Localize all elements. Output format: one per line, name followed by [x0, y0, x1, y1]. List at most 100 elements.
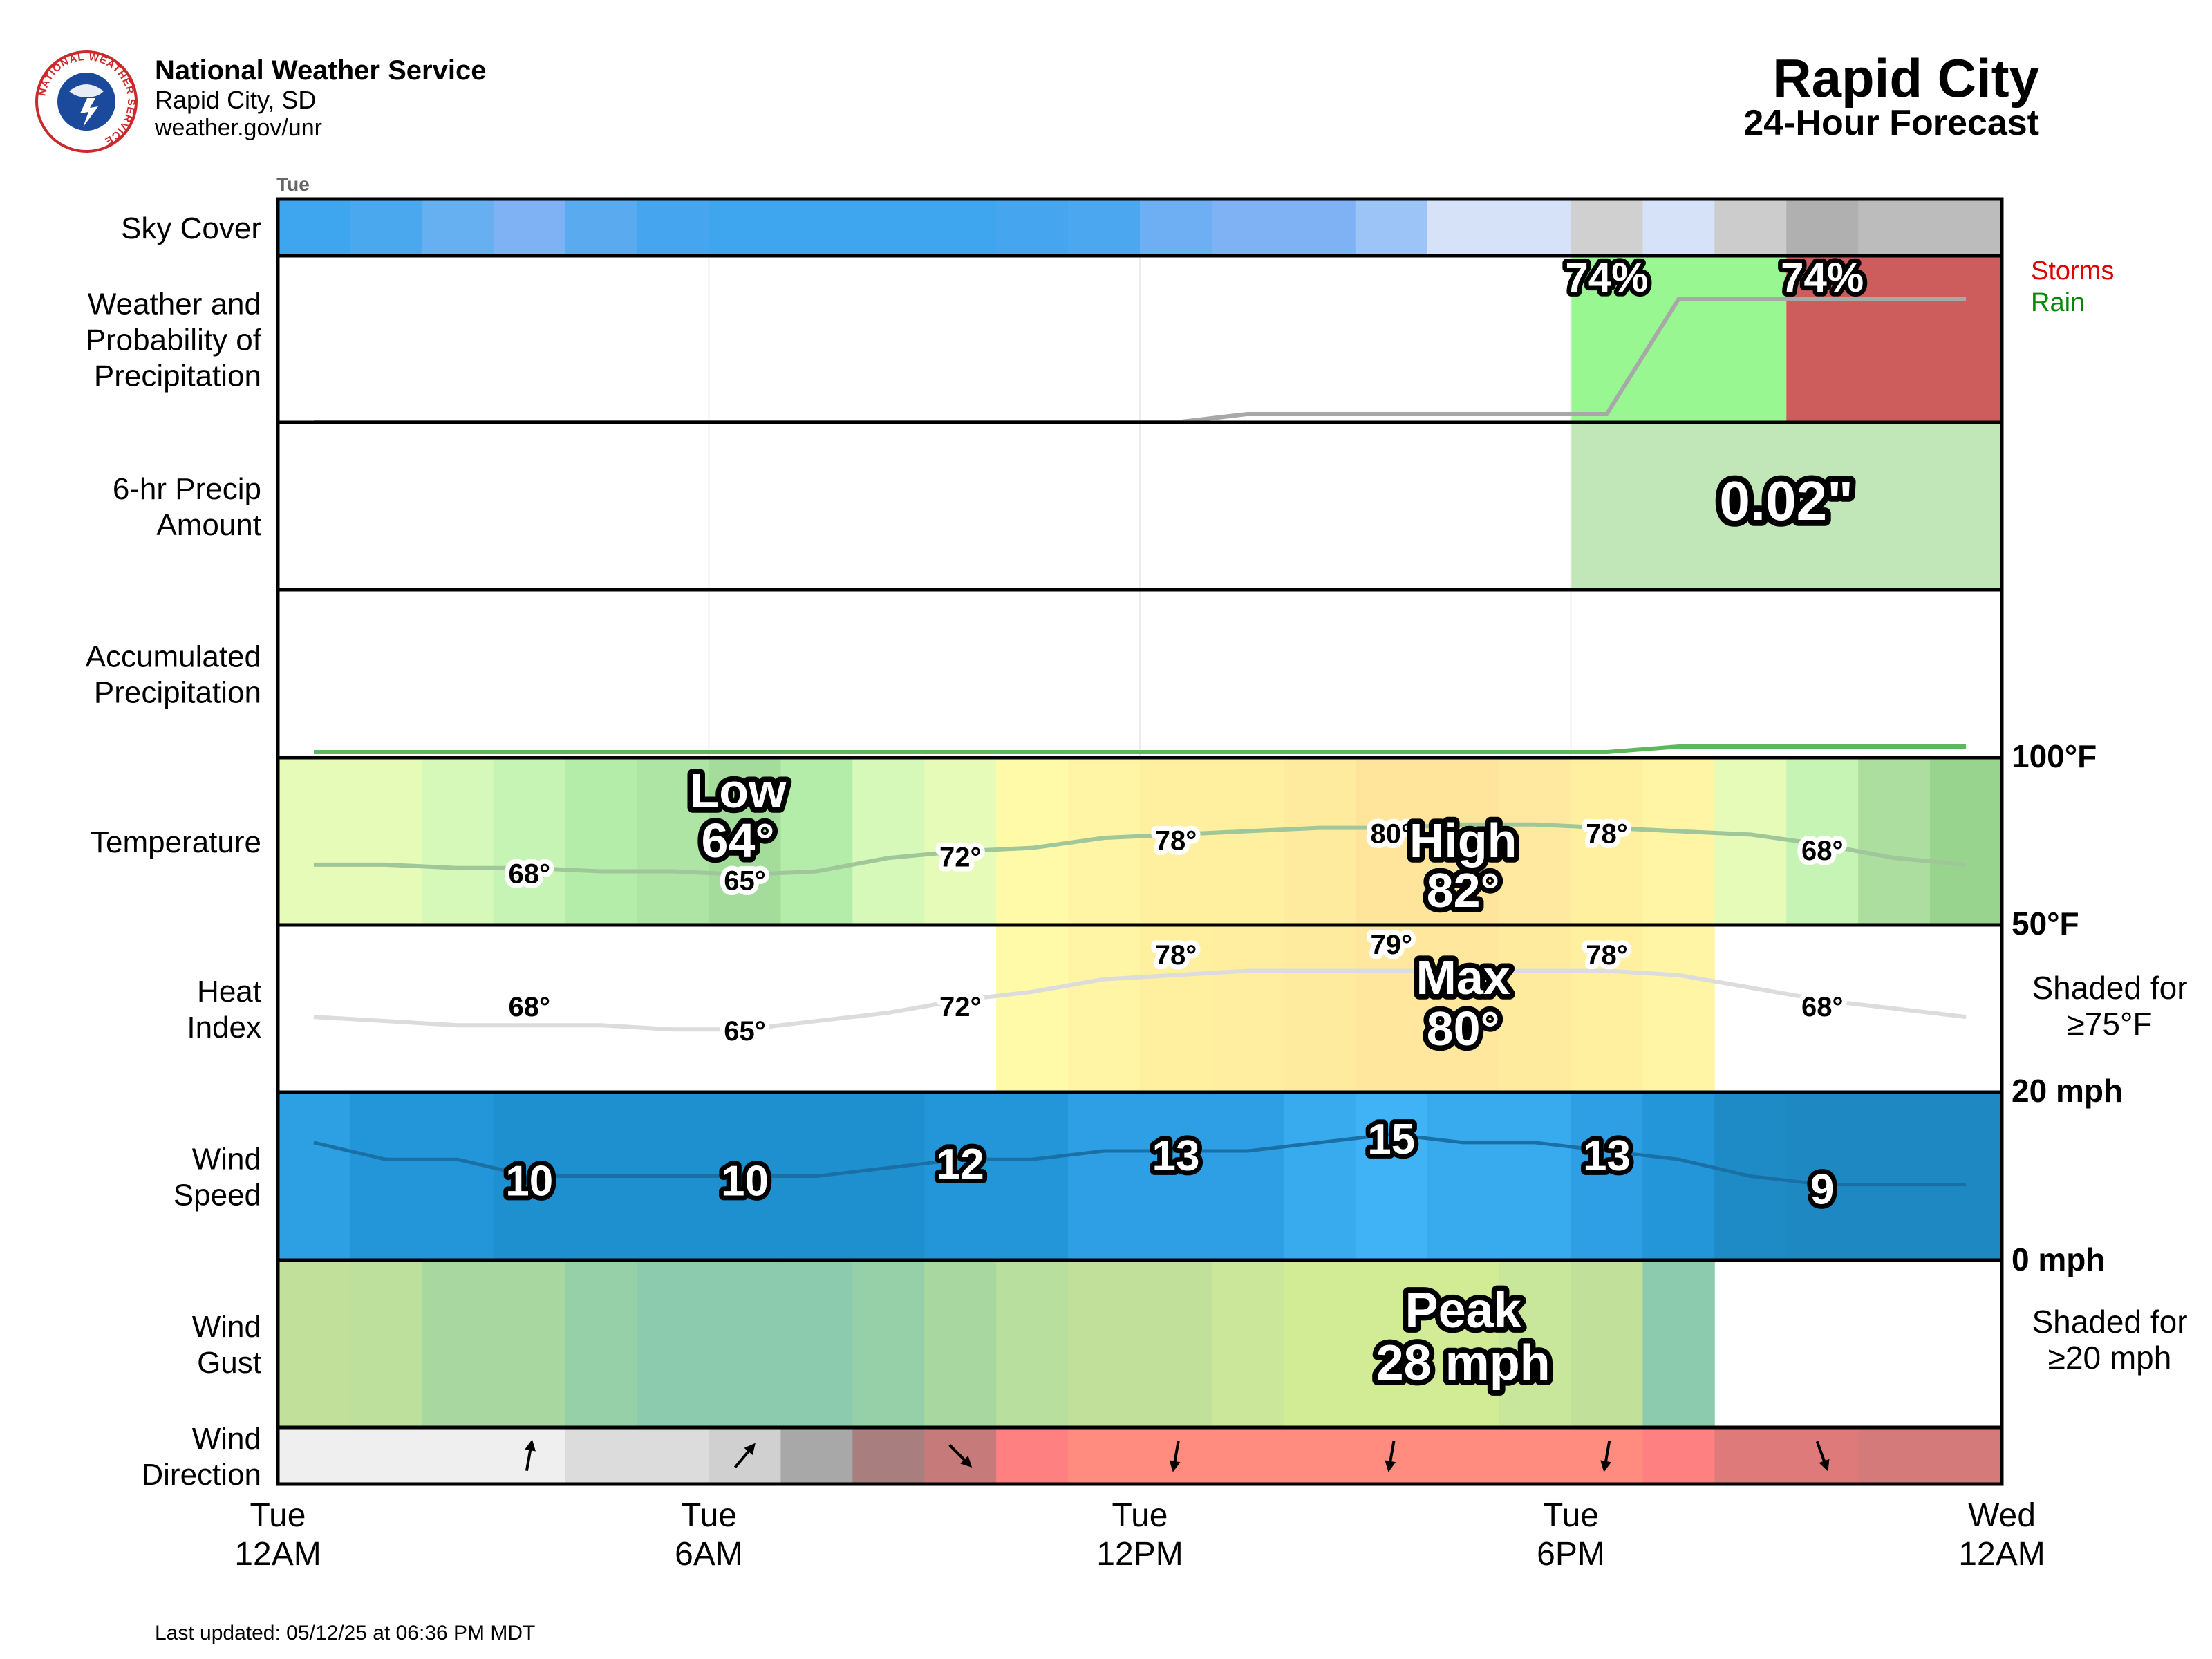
temperature-high-label: High	[1409, 814, 1517, 868]
heat-index-label-2: 72°	[939, 992, 982, 1022]
sky-cover-cell-0	[278, 199, 350, 256]
temp-axis-max-label: 100°F	[2012, 738, 2097, 774]
sky-cover-cell-11	[1068, 199, 1141, 256]
sky-cover-cell-12	[1140, 199, 1212, 256]
wind-speed-cell-19	[1642, 1092, 1715, 1260]
row-label-accum-1: Precipitation	[94, 676, 261, 710]
office-website[interactable]: weather.gov/unr	[155, 115, 322, 141]
x-tick-day-1: Tue	[681, 1497, 737, 1534]
sky-cover-cell-18	[1571, 199, 1643, 256]
agency-name: National Weather Service	[155, 55, 487, 86]
temperature-cell-1	[349, 758, 422, 925]
heat-index-cell-16	[1427, 925, 1500, 1092]
temperature-low-label: Low	[689, 764, 787, 818]
temperature-cell-13	[1211, 758, 1284, 925]
heat-index-label-1: 65°	[724, 1016, 766, 1047]
pop-label-0: 74%	[1565, 254, 1648, 301]
accumulated-precip-line	[313, 744, 1967, 754]
temperature-cell-20	[1714, 758, 1787, 925]
wind-speed-cell-21	[1786, 1092, 1859, 1260]
wind-direction-cell-14	[1283, 1427, 1356, 1484]
row-label-accum-0: Accumulated	[86, 640, 261, 674]
sky-cover-cell-17	[1499, 199, 1571, 256]
wind-gust-cell-17	[1499, 1260, 1571, 1427]
sky-cover-cell-13	[1211, 199, 1284, 256]
heat-index-max-value: 80°	[1427, 1002, 1500, 1056]
x-tick-day-3: Tue	[1543, 1497, 1599, 1534]
row-label-pop-1: Probability of	[86, 324, 262, 357]
wind-direction-arrow-4	[1385, 1440, 1396, 1472]
wind-speed-label-0: 10	[505, 1158, 553, 1206]
temperature-label-3: 78°	[1155, 825, 1197, 856]
temperature-cell-22	[1858, 758, 1931, 925]
temperature-label-1: 65°	[724, 865, 766, 896]
wind-gust-cell-16	[1427, 1260, 1500, 1427]
wind-direction-cell-23	[1930, 1427, 2003, 1484]
wind-direction-cell-19	[1642, 1427, 1715, 1484]
heat-index-max-label: Max	[1416, 950, 1510, 1004]
sky-cover-cell-3	[493, 199, 566, 256]
sky-cover-cell-19	[1642, 199, 1715, 256]
wind-gust-cell-13	[1211, 1260, 1284, 1427]
temperature-cell-19	[1642, 758, 1715, 925]
temperature-cell-14	[1283, 758, 1356, 925]
x-tick-time-4: 12AM	[1958, 1536, 2045, 1573]
weather-legend-rain: Rain	[2031, 288, 2085, 317]
wind-speed-label-2: 12	[937, 1141, 984, 1188]
wind-direction-cell-0	[278, 1427, 350, 1484]
heat-shading-note-0: Shaded for	[2032, 970, 2187, 1006]
temperature-cell-12	[1140, 758, 1212, 925]
wind-gust-peak-label: Peak	[1405, 1283, 1522, 1338]
wind-speed-cell-14	[1283, 1092, 1356, 1260]
wind-gust-cell-14	[1283, 1260, 1356, 1427]
wind-direction-cell-4	[565, 1427, 638, 1484]
wind-gust-cell-7	[780, 1260, 853, 1427]
wind-gust-cell-15	[1355, 1260, 1428, 1427]
temperature-low-value: 64°	[702, 814, 775, 868]
wind-speed-line	[313, 1132, 1967, 1187]
sky-cover-cell-22	[1858, 199, 1931, 256]
heat-index-cell-14	[1283, 925, 1356, 1092]
heat-index-label-0: 68°	[508, 992, 550, 1022]
wind-direction-cell-11	[1068, 1427, 1141, 1484]
pop-label-1: 74%	[1781, 254, 1864, 301]
gust-shading-note-0: Shaded for	[2032, 1304, 2187, 1340]
nws-logo: NATIONAL WEATHER SERVICE	[35, 50, 138, 153]
wind-speed-label-3: 13	[1152, 1132, 1199, 1180]
temperature-cell-8	[852, 758, 925, 925]
heat-index-cell-18	[1571, 925, 1643, 1092]
temperature-cell-4	[565, 758, 638, 925]
temperature-cell-23	[1930, 758, 2003, 925]
wind-axis-min-label: 0 mph	[2012, 1241, 2105, 1277]
wind-gust-peak-value: 28 mph	[1376, 1335, 1550, 1391]
row-label-qpf-1: Amount	[156, 508, 261, 542]
chart-title: Rapid City	[1772, 48, 2039, 109]
x-tick-day-0: Tue	[250, 1497, 306, 1534]
wind-direction-cell-13	[1211, 1427, 1284, 1484]
heat-index-cell-17	[1499, 925, 1571, 1092]
heat-shading-note-1: ≥75°F	[2068, 1006, 2153, 1042]
temperature-cell-17	[1499, 758, 1571, 925]
wind-gust-cell-8	[852, 1260, 925, 1427]
wind-direction-cell-1	[349, 1427, 422, 1484]
heat-index-cell-19	[1642, 925, 1715, 1092]
heat-index-cell-15	[1355, 925, 1428, 1092]
wind-speed-label-4: 15	[1367, 1116, 1415, 1163]
sky-cover-cell-21	[1786, 199, 1859, 256]
temperature-cell-7	[780, 758, 853, 925]
temperature-cell-0	[278, 758, 350, 925]
sky-cover-cell-4	[565, 199, 638, 256]
sky-cover-cell-1	[349, 199, 422, 256]
wind-direction-cell-5	[637, 1427, 709, 1484]
wind-direction-arrow-6	[1815, 1441, 1830, 1472]
wind-gust-cell-5	[637, 1260, 709, 1427]
sky-cover-cell-5	[637, 199, 709, 256]
wind-speed-cell-11	[1068, 1092, 1141, 1260]
row-label-dir-0: Wind	[192, 1422, 261, 1456]
row-label-heat-0: Heat	[197, 975, 261, 1009]
wind-gust-cell-1	[349, 1260, 422, 1427]
wind-speed-cell-8	[852, 1092, 925, 1260]
weather-block-rain	[1571, 256, 1787, 422]
temp-axis-min-label: 50°F	[2012, 906, 2079, 941]
